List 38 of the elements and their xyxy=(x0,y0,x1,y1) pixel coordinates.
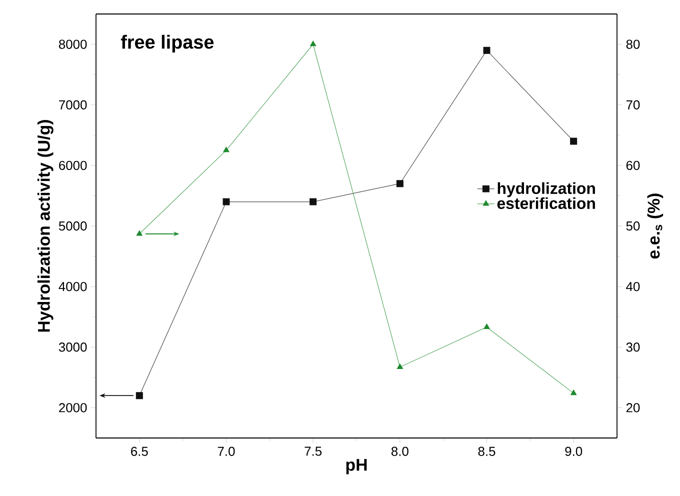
x-axis-title: pH xyxy=(346,459,367,474)
point xyxy=(483,46,490,54)
legend-label: hydrolization xyxy=(498,182,595,198)
point xyxy=(396,180,404,188)
y2-axis-title: e.e.$_{s}$ (%) xyxy=(647,194,664,259)
x-tick-label: 8.5 xyxy=(478,446,496,456)
point xyxy=(484,324,490,330)
y-tick-label: 5000 xyxy=(58,221,87,231)
y2-tick-label: 50 xyxy=(626,221,640,231)
y2-tick-label: 20 xyxy=(626,403,640,412)
point xyxy=(570,138,578,145)
y-tick-label: 2000 xyxy=(59,403,87,412)
y-tick-label: 6000 xyxy=(59,160,87,170)
y-tick-label: 8000 xyxy=(58,40,87,49)
text: free lipase xyxy=(120,34,214,53)
point xyxy=(136,392,143,400)
y-tick-label: 3000 xyxy=(58,342,87,352)
y2-tick-label: 30 xyxy=(626,342,640,352)
y2-tick-label: 70 xyxy=(626,100,640,110)
x-tick-label: 8.0 xyxy=(391,446,408,456)
y2-tick-label: 60 xyxy=(626,160,640,170)
y-tick-label: 4000 xyxy=(58,282,87,292)
point xyxy=(570,390,577,396)
point xyxy=(310,40,316,46)
y2-tick-label: 80 xyxy=(626,40,640,49)
legend-label: esterification xyxy=(497,197,595,210)
point xyxy=(136,230,142,236)
x-tick-label: 6.5 xyxy=(131,446,148,456)
y2-tick-label: 40 xyxy=(626,282,640,292)
x-tick-label: 9.0 xyxy=(565,446,582,456)
x-tick-label: 7.5 xyxy=(304,446,322,456)
point xyxy=(396,364,403,370)
y-axis-title: Hydrolization activity (U/g) xyxy=(37,120,54,332)
point xyxy=(310,198,317,206)
point xyxy=(222,198,230,206)
x-tick-label: 7.0 xyxy=(218,446,235,456)
y-tick-label: 7000 xyxy=(59,100,87,110)
point xyxy=(223,146,230,152)
